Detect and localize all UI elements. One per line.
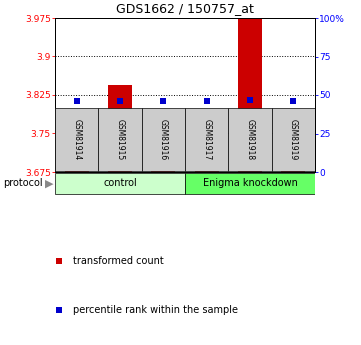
Point (291, 98, 296, 104)
Bar (108, 85, 132, 172)
Text: GSM81918: GSM81918 (245, 119, 255, 160)
Point (247, 97, 253, 102)
Text: transformed count: transformed count (73, 256, 164, 266)
Bar (99, 108, 142, 171)
Bar (272, 108, 315, 171)
Bar (55, 108, 98, 171)
Text: GSM81915: GSM81915 (116, 119, 125, 160)
Bar (229, 108, 271, 171)
Bar (185, 173, 315, 194)
Point (117, 98, 123, 104)
Bar (238, 18, 262, 172)
Bar (65, 163, 88, 172)
Text: protocol: protocol (4, 178, 43, 188)
Bar (282, 147, 305, 172)
Bar (195, 147, 218, 172)
Bar (151, 127, 175, 172)
Text: Enigma knockdown: Enigma knockdown (203, 178, 297, 188)
Text: GSM81917: GSM81917 (202, 119, 211, 160)
Bar (185, 108, 228, 171)
Text: control: control (103, 178, 137, 188)
Text: ▶: ▶ (44, 178, 53, 188)
Bar (142, 108, 185, 171)
Point (74, 98, 79, 104)
Point (160, 98, 166, 104)
Text: GSM81916: GSM81916 (159, 119, 168, 160)
Text: percentile rank within the sample: percentile rank within the sample (73, 305, 238, 315)
Point (204, 98, 209, 104)
Text: GSM81919: GSM81919 (289, 119, 298, 160)
Bar (55, 173, 185, 194)
Title: GDS1662 / 150757_at: GDS1662 / 150757_at (116, 2, 254, 16)
Text: GSM81914: GSM81914 (72, 119, 81, 160)
